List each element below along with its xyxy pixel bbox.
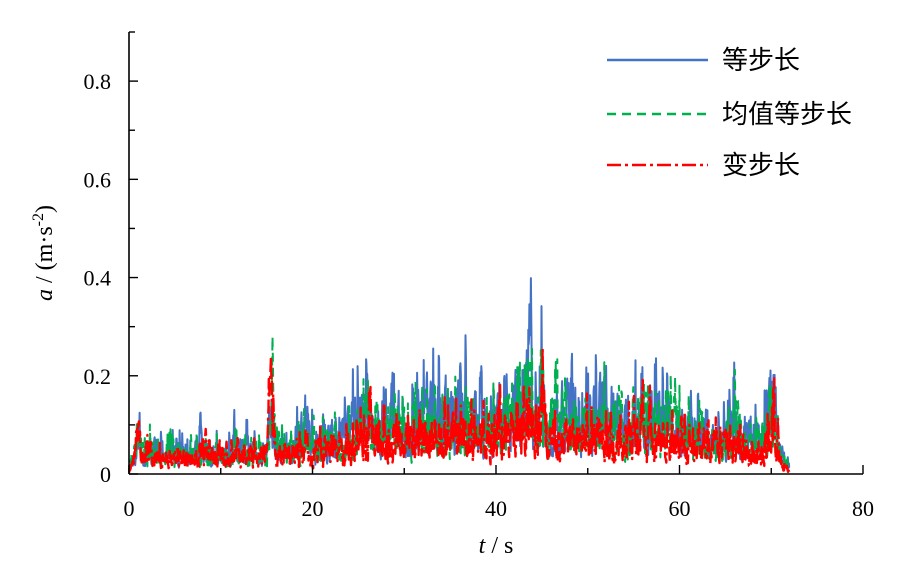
x-axis-sep: /	[485, 533, 504, 559]
y-axis-title: a / (m·s-2)	[30, 205, 58, 301]
y-axis-sep: /	[32, 270, 58, 289]
y-ticks: 0 0.2 0.4 0.6 0.8	[84, 31, 138, 487]
y-axis-unit-prefix: (m·s	[32, 226, 58, 270]
legend-label-1: 等步长	[722, 46, 800, 76]
x-tick-label-4: 80	[852, 496, 874, 521]
plot-lines	[127, 277, 791, 474]
y-tick-label-3: 0.6	[84, 167, 112, 192]
y-axis-unit-sup: -2	[30, 213, 47, 226]
y-tick-label-0: 0	[100, 462, 111, 487]
x-tick-label-0: 0	[124, 496, 135, 521]
series-line-3	[127, 345, 791, 474]
legend-label-3: 变步长	[722, 151, 800, 181]
y-tick-label-1: 0.2	[84, 364, 112, 389]
x-ticks: 0 20 40 60 80	[124, 465, 874, 521]
x-tick-label-3: 60	[669, 496, 691, 521]
legend-label-2: 均值等步长	[722, 100, 852, 130]
x-tick-label-1: 20	[302, 496, 324, 521]
y-tick-label-4: 0.8	[84, 69, 112, 94]
x-axis-unit: s	[504, 533, 513, 559]
y-axis-var: a	[32, 289, 58, 301]
y-axis-unit-suffix: )	[32, 205, 58, 213]
y-tick-label-2: 0.4	[84, 266, 112, 291]
x-tick-label-2: 40	[485, 496, 507, 521]
x-axis-var: t	[479, 533, 487, 559]
x-axis-title: t / s	[479, 533, 514, 559]
